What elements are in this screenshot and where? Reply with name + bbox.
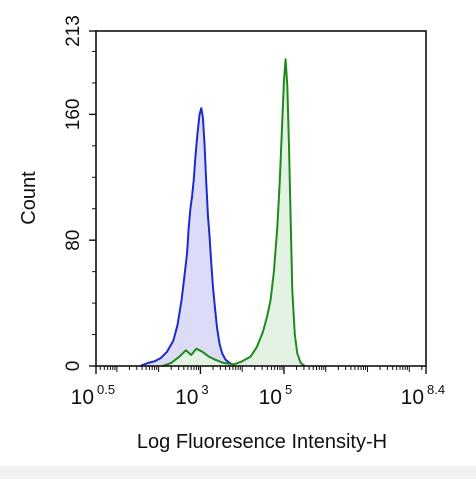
y-tick-label: 160 xyxy=(63,99,84,131)
x-tick-label-exponent: 8.4 xyxy=(427,382,445,397)
y-tick-label: 80 xyxy=(63,230,84,251)
x-tick-label-base: 10 xyxy=(401,386,424,409)
x-tick-label-exponent: 0.5 xyxy=(97,382,115,397)
series-layer xyxy=(139,58,306,367)
x-tick-label: 10 8.4 xyxy=(401,382,445,409)
x-axis-title: Log Fluoresence Intensity-H xyxy=(137,431,387,453)
bottom-strip xyxy=(0,466,476,479)
y-tick-label: 213 xyxy=(63,15,84,47)
x-tick-label-base: 10 xyxy=(259,386,282,409)
y-tick-label: 0 xyxy=(63,361,84,372)
x-tick-label: 10 5 xyxy=(259,382,293,409)
series-1-area xyxy=(139,108,235,366)
series-2-line xyxy=(162,58,306,367)
x-tick-label-base: 10 xyxy=(71,386,94,409)
series-2-area xyxy=(162,59,305,367)
series-1-line xyxy=(139,107,236,367)
x-tick-labels: 10 0.5 10 3 10 5 10 8.4 xyxy=(71,382,445,409)
x-tick-label-base: 10 xyxy=(175,386,198,409)
x-tick-label: 10 0.5 xyxy=(71,382,115,409)
x-tick-label: 10 3 xyxy=(175,382,209,409)
y-tick-labels: 0 80 160 213 xyxy=(63,15,84,371)
x-tick-label-exponent: 5 xyxy=(285,382,292,397)
y-axis-title: Count xyxy=(18,171,40,225)
ticks-layer xyxy=(89,30,427,374)
plot-frame xyxy=(95,30,427,367)
x-tick-label-exponent: 3 xyxy=(201,382,208,397)
